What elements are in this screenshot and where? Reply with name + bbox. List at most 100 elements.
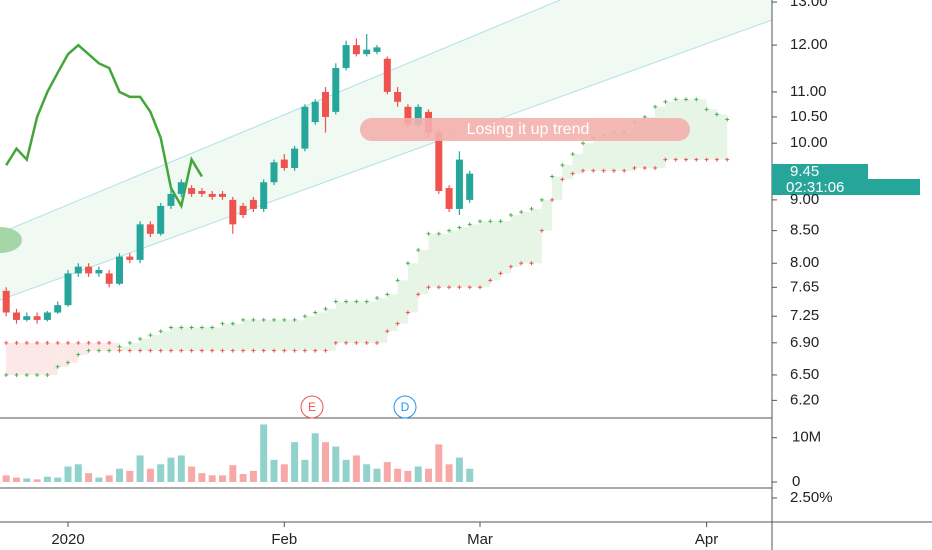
band-dot — [704, 157, 709, 162]
y-tick-label: 11.00 — [790, 83, 826, 100]
channel-line — [0, 19, 773, 301]
band-dot — [66, 340, 70, 345]
candle-body — [64, 273, 72, 306]
x-tick-label: Mar — [467, 531, 493, 548]
band-dot — [478, 285, 482, 290]
band-dot — [714, 112, 719, 117]
cloud-fill — [315, 312, 326, 351]
band-dot — [220, 348, 225, 353]
candle-body — [33, 316, 41, 320]
cloud-fill — [119, 346, 130, 351]
candle-body — [85, 266, 93, 274]
cloud-fill — [78, 342, 89, 355]
cloud-fill — [500, 221, 511, 274]
volume-bar — [466, 468, 474, 482]
band-dot — [14, 372, 19, 377]
band-dot — [653, 104, 658, 109]
band-dot — [313, 348, 318, 353]
band-dot — [24, 340, 29, 345]
band-dot — [364, 340, 369, 345]
band-dot — [457, 285, 462, 290]
volume-bar — [167, 457, 175, 482]
volume-bar — [146, 468, 154, 482]
lower-pane-tick-label: 2.50% — [790, 489, 833, 506]
band-dot — [642, 165, 647, 170]
band-dot — [230, 348, 235, 353]
band-dot — [35, 340, 40, 345]
band-dot — [313, 310, 318, 315]
volume-bar — [64, 466, 72, 482]
cloud-fill — [57, 342, 68, 367]
cloud-fill — [160, 331, 171, 351]
band-dot — [385, 329, 390, 334]
candle-body — [455, 159, 463, 209]
band-dot — [714, 157, 719, 162]
candle-body — [404, 106, 412, 125]
volume-bar — [85, 473, 93, 482]
band-dot — [457, 225, 462, 230]
annotation-pill[interactable] — [360, 118, 690, 141]
band-dot — [169, 348, 173, 353]
candle-body — [301, 106, 309, 149]
y-tick-label: 9.00 — [790, 191, 819, 208]
band-dot — [478, 219, 482, 224]
band-dot — [725, 117, 730, 122]
candle-body — [105, 273, 113, 284]
event-label: E — [308, 400, 316, 414]
band-dot — [405, 261, 410, 266]
band-dot — [529, 261, 534, 266]
band-dot — [230, 321, 235, 326]
volume-bar — [322, 442, 329, 482]
volume-bar — [2, 475, 10, 482]
candle-body — [249, 199, 257, 209]
cloud-fill — [644, 116, 656, 168]
candle-body — [146, 224, 154, 234]
band-dot — [539, 228, 544, 233]
event-badge[interactable] — [300, 395, 324, 419]
volume-bar — [23, 478, 31, 482]
y-tick-label: 6.90 — [790, 334, 819, 351]
cloud-fill — [377, 297, 388, 343]
candle-body — [291, 148, 299, 168]
volume-tick-label: 10M — [792, 429, 821, 446]
band-dot — [488, 278, 493, 283]
volume-bar — [435, 444, 443, 482]
band-dot — [66, 360, 70, 365]
band-dot — [302, 314, 307, 319]
band-dot — [508, 264, 513, 269]
volume-bar — [270, 459, 278, 482]
y-tick-label: 7.65 — [790, 278, 819, 295]
volume-bar — [414, 466, 422, 482]
candle-body — [332, 68, 340, 112]
band-dot — [45, 372, 50, 377]
cloud-fill — [335, 301, 347, 343]
volume-bar — [126, 470, 134, 482]
candle-body — [136, 224, 144, 260]
cloud-fill — [253, 319, 264, 351]
cloud-fill — [26, 342, 38, 375]
band-dot — [447, 228, 452, 233]
band-dot — [653, 165, 658, 170]
cloud-fill — [274, 319, 285, 351]
volume-bar — [249, 470, 257, 482]
event-badge[interactable] — [393, 395, 417, 419]
volume-bar — [311, 433, 319, 482]
cloud-fill — [459, 227, 470, 288]
band-dot — [725, 157, 730, 162]
candle-body — [208, 193, 216, 197]
cloud-fill — [171, 327, 182, 351]
band-dot — [436, 231, 441, 236]
candle-body — [74, 266, 82, 274]
cloud-fill — [562, 165, 573, 180]
x-tick-label: Feb — [271, 531, 297, 548]
candle-body — [322, 91, 329, 117]
cloud-fill — [696, 99, 707, 160]
candle-body — [445, 188, 453, 209]
band-dot — [447, 285, 452, 290]
band-dot — [684, 97, 688, 102]
volume-bar — [301, 459, 309, 482]
band-dot — [261, 317, 266, 322]
cloud-fill — [603, 135, 614, 171]
cloud-fill — [552, 176, 563, 200]
